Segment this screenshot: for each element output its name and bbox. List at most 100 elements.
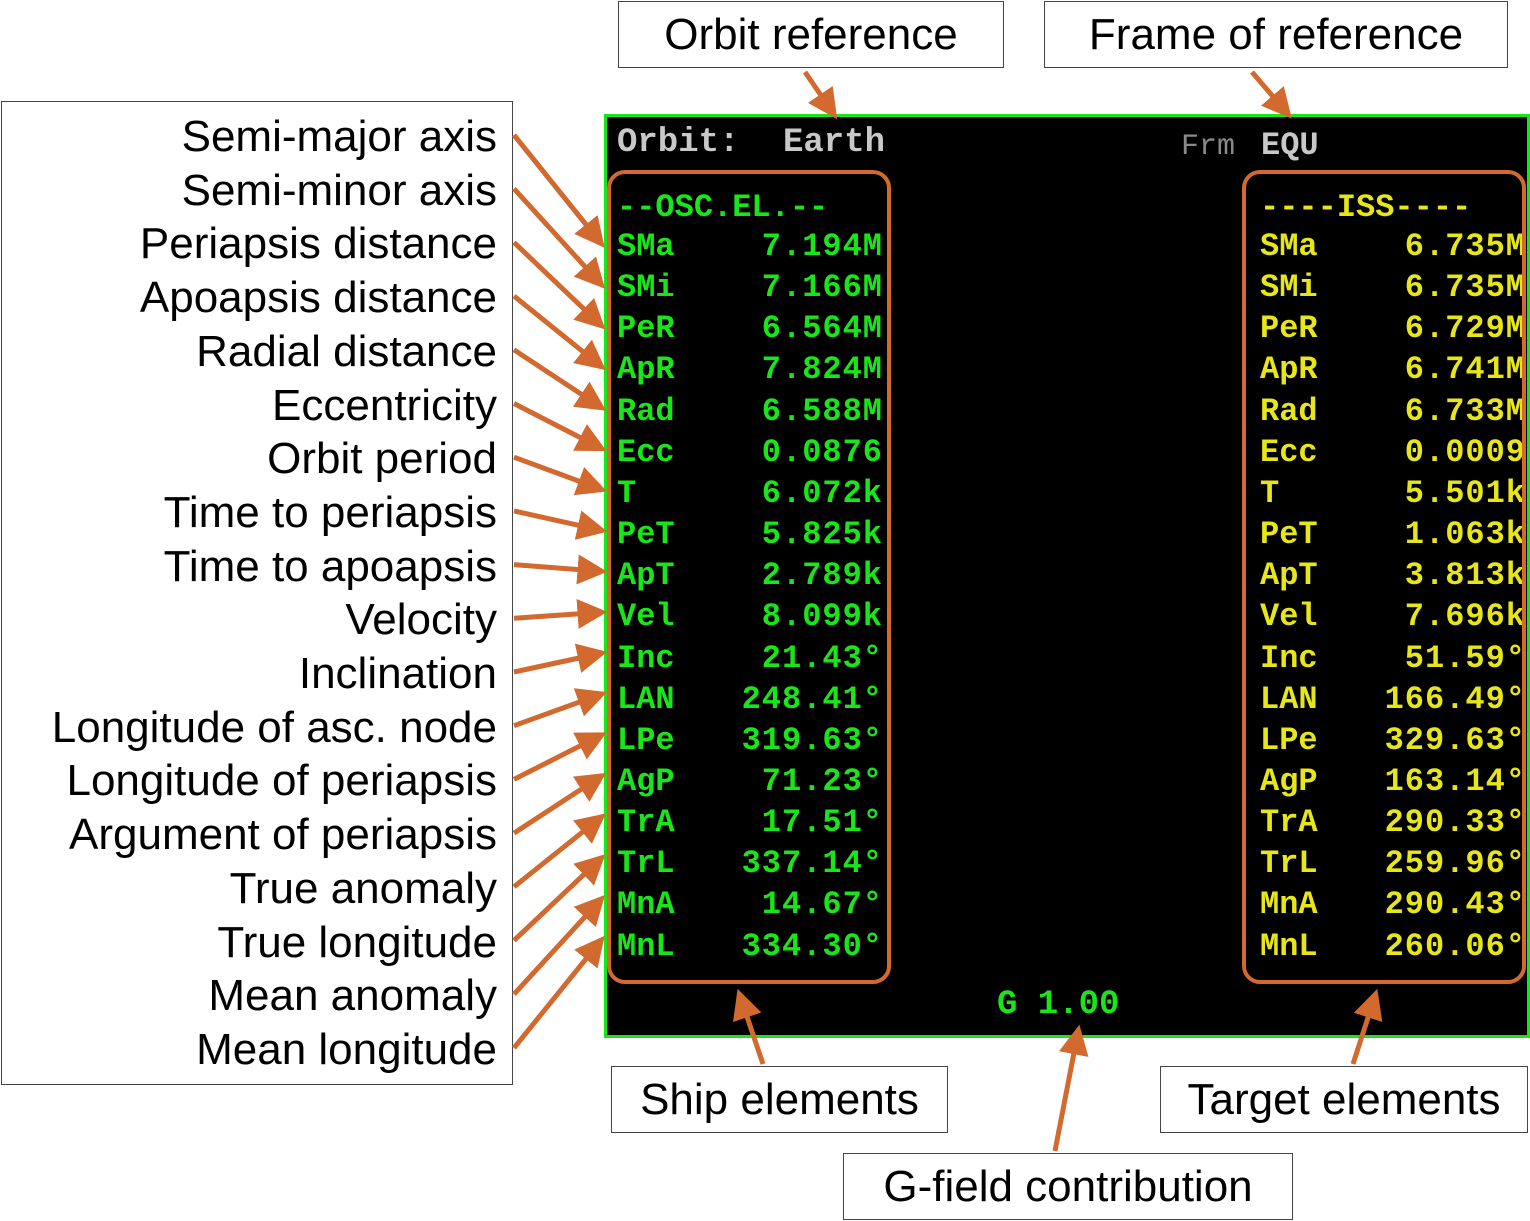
ship-element-row-value: 0.0876	[761, 433, 883, 471]
ship-elements-label: Ship elements	[640, 1074, 919, 1124]
g-field-value: G 1.00	[997, 986, 1120, 1024]
ship-elements-header: --OSC.EL.--	[617, 189, 829, 226]
legend-arrow	[512, 935, 605, 1050]
g-field-arrow	[1052, 1024, 1089, 1152]
ship-element-row-key: ApR	[617, 351, 675, 389]
ship-element-row: SMa 7.194M	[617, 226, 887, 267]
legend-label: Time to apoapsis	[163, 541, 497, 591]
legend-label: Mean anomaly	[208, 971, 497, 1021]
target-element-row-value: 6.741M	[1404, 351, 1526, 389]
ship-element-row: TrA 17.51°	[617, 802, 887, 843]
target-element-row-value: 3.813k	[1404, 557, 1526, 595]
legend-label: Apoapsis distance	[139, 273, 497, 323]
ship-element-row-value: 319.63°	[741, 721, 883, 759]
target-element-row: ApR 6.741M	[1260, 349, 1530, 390]
target-element-row-key: SMi	[1260, 269, 1318, 307]
legend-arrow	[512, 133, 605, 248]
ship-element-row-key: Ecc	[617, 433, 675, 471]
target-element-row-key: PeR	[1260, 310, 1318, 348]
target-element-row-key: MnL	[1260, 927, 1318, 965]
target-element-row-value: 6.733M	[1404, 392, 1526, 430]
legend-label: True anomaly	[229, 863, 497, 913]
ship-element-row-key: LAN	[617, 680, 675, 718]
ship-element-row-value: 17.51°	[761, 804, 883, 842]
ship-element-row-value: 334.30°	[741, 927, 883, 965]
target-elements-list: SMa 6.735M SMi 6.735M PeR 6.729M ApR 6.741M Rad 6…	[1260, 226, 1530, 966]
ship-element-row-value: 248.41°	[741, 680, 883, 718]
target-element-row-value: 166.49°	[1384, 680, 1526, 718]
ship-element-row-key: MnA	[617, 886, 675, 924]
target-element-row-value: 6.729M	[1404, 310, 1526, 348]
legend-arrow	[513, 643, 608, 675]
target-element-row: SMi 6.735M	[1260, 267, 1530, 308]
ship-element-row: Inc 21.43°	[617, 638, 887, 679]
target-element-row: PeT 1.063k	[1260, 514, 1530, 555]
ship-element-row-value: 14.67°	[761, 886, 883, 924]
ship-element-row: MnA 14.67°	[617, 884, 887, 925]
target-element-row-key: Inc	[1260, 639, 1318, 677]
target-element-row: Inc 51.59°	[1260, 638, 1530, 679]
ship-element-row-value: 2.789k	[761, 557, 883, 595]
ship-element-row: PeT 5.825k	[617, 514, 887, 555]
target-element-row-key: ApT	[1260, 557, 1318, 595]
target-element-row: LPe 329.63°	[1260, 720, 1530, 761]
ship-element-row: Rad 6.588M	[617, 391, 887, 432]
legend-arrow	[512, 732, 607, 782]
frame-of-reference-label: Frame of reference	[1088, 9, 1464, 59]
legend-label: Time to periapsis	[163, 487, 497, 537]
target-element-row-key: MnA	[1260, 886, 1318, 924]
ship-element-row-value: 71.23°	[761, 762, 883, 800]
ship-element-row: SMi 7.166M	[617, 267, 887, 308]
target-element-row-value: 6.735M	[1404, 228, 1526, 265]
target-element-row-value: 290.33°	[1384, 804, 1526, 842]
target-element-row: PeR 6.729M	[1260, 308, 1530, 349]
legend-arrow	[512, 894, 606, 996]
legend-label: Longitude of asc. node	[51, 702, 497, 752]
ship-element-row-key: MnL	[617, 927, 675, 965]
target-element-row-value: 51.59°	[1404, 639, 1526, 677]
ship-element-row-value: 8.099k	[761, 598, 883, 636]
target-element-row-key: LAN	[1260, 680, 1318, 718]
ship-element-row-value: 337.14°	[741, 845, 883, 883]
legend-arrow	[512, 772, 607, 836]
frame-value: EQU	[1261, 127, 1319, 164]
target-element-row-key: ApR	[1260, 351, 1318, 389]
ship-element-row-key: Rad	[617, 392, 675, 430]
target-element-row-value: 290.43°	[1384, 886, 1526, 924]
legend-arrow	[513, 554, 608, 585]
legend-label: Longitude of periapsis	[66, 756, 497, 806]
ship-element-row: LAN 248.41°	[617, 679, 887, 720]
target-element-row: LAN 166.49°	[1260, 679, 1530, 720]
legend-label: Semi-minor axis	[181, 165, 497, 215]
legend-arrow	[512, 813, 606, 889]
ship-elements-list: SMa 7.194M SMi 7.166M PeR 6.564M ApR 7.824M Rad 6…	[617, 226, 887, 966]
legend-label: Periapsis distance	[139, 219, 497, 269]
legend-arrow	[512, 294, 606, 371]
legend-arrow	[512, 347, 607, 411]
orbit-reference-arrow	[802, 70, 838, 120]
ship-element-row-value: 6.564M	[761, 310, 883, 348]
legend-label: Radial distance	[196, 326, 497, 376]
orbit-reference-callout: Orbit reference	[618, 1, 1004, 68]
target-elements-callout: Target elements	[1160, 1066, 1528, 1133]
orbit-body: Earth	[783, 124, 886, 162]
ship-element-row-key: SMa	[617, 228, 675, 265]
ship-element-row-key: ApT	[617, 557, 675, 595]
orbit-mfd-display: Orbit: Earth Frm EQU --OSC.EL.-- ----ISS…	[604, 114, 1530, 1038]
legend-label: Semi-major axis	[181, 112, 497, 161]
legend-arrow	[512, 854, 606, 943]
ship-element-row-value: 7.166M	[761, 269, 883, 307]
ship-element-row: Vel 8.099k	[617, 596, 887, 637]
legend-arrow	[513, 508, 608, 540]
legend-arrow	[512, 240, 606, 330]
ship-element-row: TrL 337.14°	[617, 843, 887, 884]
target-element-row-value: 7.696k	[1404, 598, 1526, 636]
ship-element-row-value: 7.824M	[761, 351, 883, 389]
g-field-callout: G-field contribution	[843, 1153, 1293, 1220]
frame-label: Frm	[1181, 130, 1236, 164]
target-element-row-key: Ecc	[1260, 433, 1318, 471]
legend-arrow	[512, 401, 607, 452]
target-elements-frame	[1242, 170, 1526, 984]
ship-element-row: T 6.072k	[617, 473, 887, 514]
target-element-row-key: T	[1260, 474, 1280, 512]
